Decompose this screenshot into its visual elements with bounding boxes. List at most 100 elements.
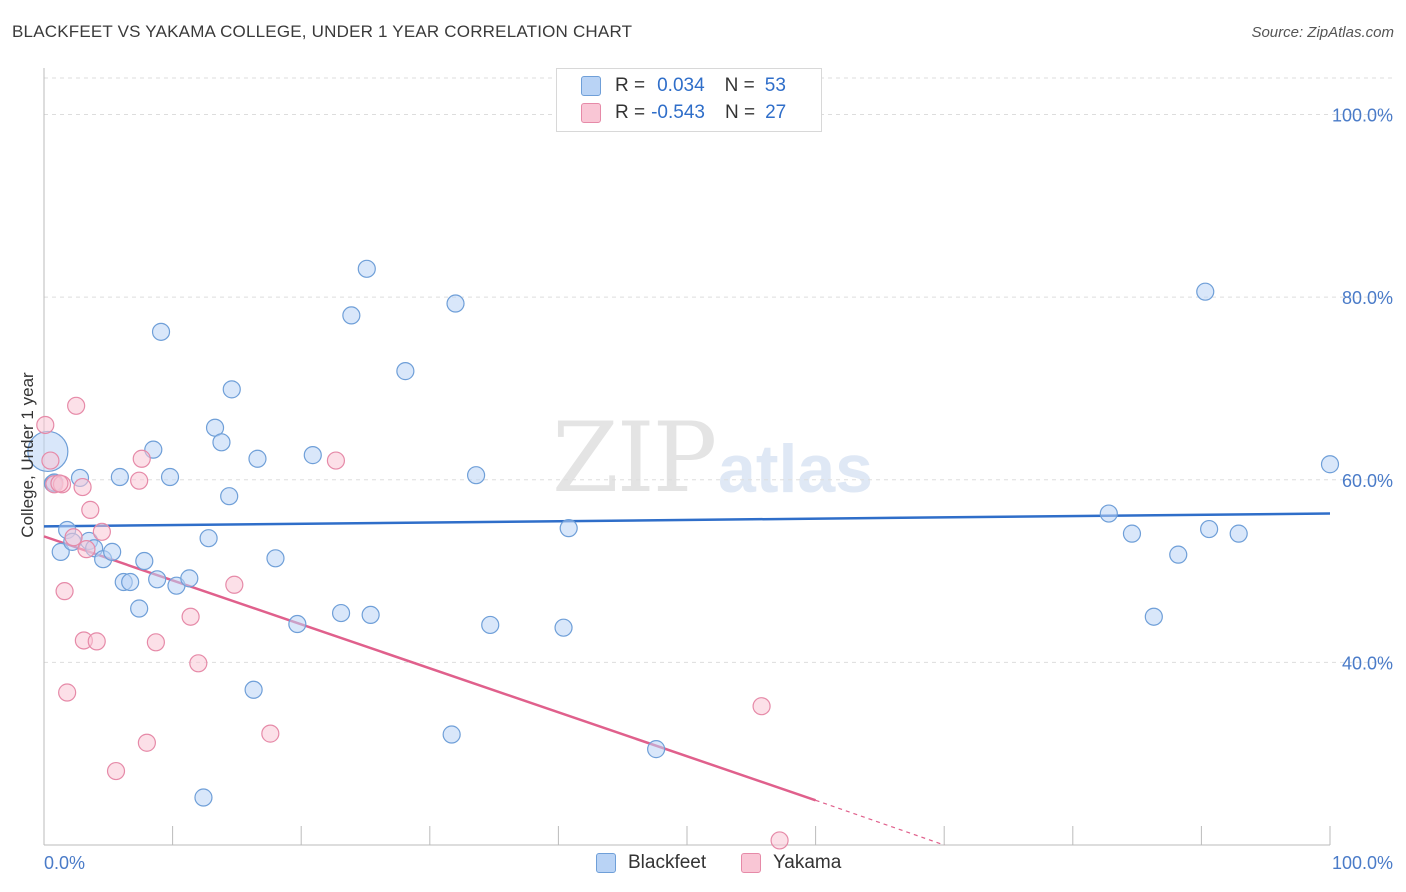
blackfeet-point xyxy=(212,433,231,452)
grid-lines xyxy=(44,77,1394,663)
blackfeet-point xyxy=(220,487,239,506)
blackfeet-point xyxy=(1122,524,1142,543)
blackfeet-point xyxy=(244,680,263,699)
yakama-point xyxy=(261,724,280,743)
blackfeet-point xyxy=(331,603,351,623)
blackfeet-point xyxy=(1099,504,1118,523)
yakama-point xyxy=(81,500,100,519)
blackfeet-point xyxy=(1320,455,1340,474)
yakama-point xyxy=(146,633,165,652)
blackfeet-point xyxy=(130,599,149,618)
blackfeet-point xyxy=(554,618,573,637)
blackfeet-point xyxy=(151,322,171,341)
yakama-point xyxy=(189,654,208,673)
legend-r-value: -0.543 xyxy=(651,102,705,123)
blackfeet-point xyxy=(199,529,218,548)
bottom-legend-blackfeet: Blackfeet xyxy=(596,852,706,874)
blackfeet-point xyxy=(647,740,666,759)
blackfeet-point xyxy=(303,446,322,465)
axes xyxy=(43,68,1331,846)
yakama-point xyxy=(73,477,92,497)
blackfeet-point xyxy=(396,362,415,381)
yakama-point xyxy=(58,683,77,702)
blackfeet-point xyxy=(222,380,241,399)
blackfeet-point xyxy=(342,306,361,325)
legend-n-value: 27 xyxy=(765,102,787,123)
legend-row-blackfeet: R = 0.034 N = 53 xyxy=(581,75,786,97)
legend-r-label: R = xyxy=(615,102,646,123)
legend-n-value: 53 xyxy=(764,75,786,96)
source-label: Source: ZipAtlas.com xyxy=(1251,24,1394,41)
yakama-swatch xyxy=(741,853,761,873)
yakama-point xyxy=(77,540,96,559)
correlation-legend: R = 0.034 N = 53 R = -0.543 N = 27 xyxy=(556,68,822,132)
axis-labels: 40.0% 60.0% 80.0% 100.0% 0.0% 100.0% College, … xyxy=(18,106,1393,873)
yakama-point xyxy=(137,733,156,752)
bottom-legend-label: Yakama xyxy=(773,852,842,873)
blackfeet-point xyxy=(110,467,129,487)
yakama-point xyxy=(36,415,55,435)
yakama-point xyxy=(181,607,200,626)
blackfeet-point xyxy=(135,551,154,571)
blackfeet-point xyxy=(288,614,307,634)
blackfeet-point xyxy=(559,519,578,538)
yakama-point xyxy=(752,697,771,716)
yakama-point xyxy=(225,575,244,594)
blackfeet-swatch xyxy=(596,853,616,873)
bottom-legend-yakama: Yakama xyxy=(741,852,841,874)
yakama-point xyxy=(55,582,74,601)
blackfeet-point xyxy=(481,615,500,635)
trend-lines xyxy=(43,512,1331,846)
legend-r-value: 0.034 xyxy=(657,75,705,96)
chart-title: BLACKFEET VS YAKAMA COLLEGE, UNDER 1 YEA… xyxy=(12,22,633,41)
blackfeet-point xyxy=(1144,607,1163,626)
yakama-point xyxy=(132,449,151,468)
bottom-legend-label: Blackfeet xyxy=(628,852,707,873)
yakama-point xyxy=(130,471,149,490)
y-axis-label: College, Under 1 year xyxy=(18,372,37,538)
blackfeet-point xyxy=(160,467,180,487)
legend-n-label: N = xyxy=(724,75,755,96)
blackfeet-point xyxy=(1200,519,1219,539)
legend-r-label: R = xyxy=(615,75,646,96)
yakama-point xyxy=(326,451,346,470)
blackfeet-point xyxy=(361,605,380,625)
yakama-point xyxy=(770,831,789,850)
blackfeet-point xyxy=(266,549,285,568)
yakama-point xyxy=(87,632,106,651)
blackfeet-point xyxy=(148,570,167,589)
blackfeet-point xyxy=(248,449,267,468)
blackfeet-point xyxy=(1196,282,1215,301)
blackfeet-point xyxy=(446,294,465,313)
y-tick-label: 60.0% xyxy=(1342,471,1393,491)
blackfeet-point xyxy=(180,569,199,588)
blackfeet-point xyxy=(121,572,140,592)
blackfeet-swatch xyxy=(581,76,601,96)
y-tick-label: 100.0% xyxy=(1332,106,1393,126)
x-tick-label: 0.0% xyxy=(44,853,85,873)
yakama-point xyxy=(67,396,86,415)
watermark-atlas: atlas xyxy=(718,431,873,507)
yakama-point xyxy=(92,522,111,541)
blackfeet-point xyxy=(357,259,376,278)
blackfeet-trend-line xyxy=(43,512,1331,528)
y-tick-label: 80.0% xyxy=(1342,288,1393,308)
data-points xyxy=(27,259,1340,850)
blackfeet-point xyxy=(51,542,70,561)
blackfeet-point xyxy=(1229,524,1248,543)
yakama-point xyxy=(50,474,69,493)
blackfeet-point xyxy=(103,542,122,561)
blackfeet-point xyxy=(466,466,486,485)
yakama-trend-extension xyxy=(815,799,945,846)
legend-row-yakama: R = -0.543 N = 27 xyxy=(581,102,786,124)
blackfeet-point xyxy=(442,725,461,744)
yakama-swatch xyxy=(581,103,601,123)
yakama-point xyxy=(106,761,126,781)
legend-n-label: N = xyxy=(724,102,756,123)
blackfeet-point xyxy=(1169,545,1188,564)
watermark-zip: ZIP xyxy=(552,402,717,514)
yakama-point xyxy=(41,451,60,470)
x-tick-label: 100.0% xyxy=(1332,853,1393,873)
y-tick-label: 40.0% xyxy=(1342,653,1393,673)
